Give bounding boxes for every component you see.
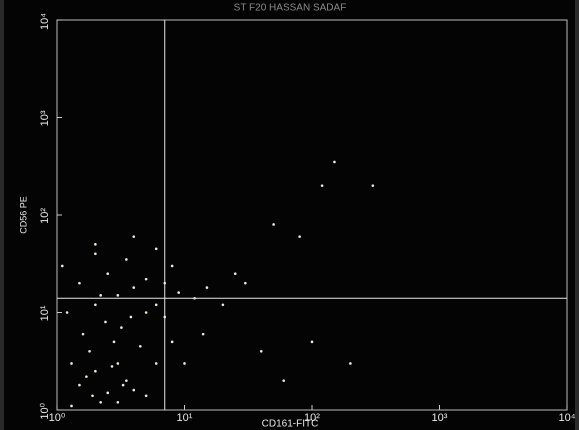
event-dot <box>311 341 314 344</box>
event-dot <box>78 282 81 285</box>
event-dot <box>349 362 352 365</box>
y-tick-label: 10⁴ <box>39 13 51 30</box>
y-tick-label: 10² <box>39 208 51 224</box>
x-tick-label: 10¹ <box>177 412 193 424</box>
event-dot <box>260 350 263 353</box>
chart: ST F20 HASSAN SADAF CD161-FITC CD56 PE 1… <box>0 0 579 430</box>
x-tick-label: 10⁴ <box>559 412 576 424</box>
event-dot <box>120 326 123 329</box>
event-dot <box>130 316 133 319</box>
event-dot <box>333 161 336 164</box>
y-tick-label: 10³ <box>39 110 51 126</box>
event-dot <box>155 303 158 306</box>
event-dot <box>234 272 237 275</box>
event-dot <box>94 370 97 373</box>
event-dot <box>372 184 375 187</box>
y-tick-label: 10¹ <box>39 305 51 321</box>
event-dot <box>272 223 275 226</box>
event-dot <box>282 379 285 382</box>
event-dot <box>132 389 135 392</box>
event-dot <box>125 258 128 261</box>
event-dot <box>113 341 116 344</box>
x-tick-label: 10² <box>304 412 320 424</box>
x-tick-label: 10⁰ <box>49 412 66 424</box>
event-dot <box>177 291 180 294</box>
event-dot <box>78 384 81 387</box>
x-tick-label: 10³ <box>432 412 448 424</box>
event-dot <box>244 282 247 285</box>
event-dot <box>222 303 225 306</box>
event-dot <box>94 303 97 306</box>
chart-title: ST F20 HASSAN SADAF <box>234 3 347 14</box>
event-dot <box>94 243 97 246</box>
event-dot <box>85 375 88 378</box>
event-dot <box>145 278 148 281</box>
event-dot <box>82 333 85 336</box>
event-dot <box>155 248 158 251</box>
event-dot <box>106 392 109 395</box>
event-dot <box>145 311 148 314</box>
event-dot <box>132 286 135 289</box>
event-dot <box>206 286 209 289</box>
event-dot <box>66 311 69 314</box>
event-dot <box>139 345 142 348</box>
event-dot <box>132 235 135 238</box>
event-dot <box>117 362 120 365</box>
event-dot <box>106 272 109 275</box>
event-dot <box>104 321 107 324</box>
event-dot <box>117 401 120 404</box>
event-dot <box>61 265 64 268</box>
event-dot <box>122 384 125 387</box>
event-dot <box>183 362 186 365</box>
event-dot <box>202 333 205 336</box>
event-dot <box>145 394 148 397</box>
event-dot <box>321 184 324 187</box>
event-dot <box>70 362 73 365</box>
event-dot <box>88 350 91 353</box>
y-axis-label: CD56 PE <box>18 196 28 234</box>
event-dot <box>94 252 97 255</box>
screen <box>4 0 575 430</box>
event-dot <box>111 365 114 368</box>
y-tick-label: 10⁰ <box>39 402 51 419</box>
event-dot <box>117 294 120 297</box>
event-dot <box>125 379 128 382</box>
event-dot <box>99 401 102 404</box>
event-dot <box>171 341 174 344</box>
event-dot <box>99 294 102 297</box>
event-dot <box>171 265 174 268</box>
event-dot <box>298 235 301 238</box>
event-dot <box>155 362 158 365</box>
event-dot <box>91 394 94 397</box>
event-dot <box>70 405 73 408</box>
page: ST F20 HASSAN SADAF CD161-FITC CD56 PE 1… <box>0 0 579 430</box>
